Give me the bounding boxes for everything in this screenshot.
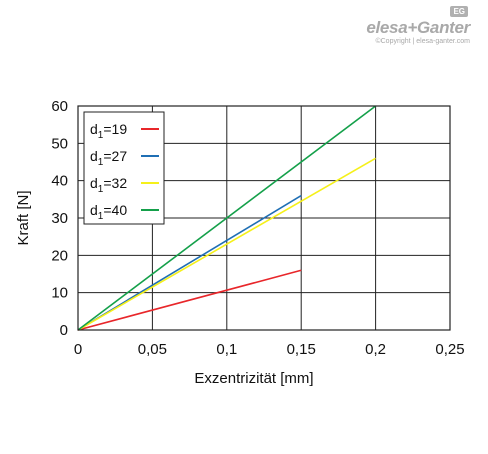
x-tick-label: 0,25 bbox=[435, 341, 464, 358]
x-tick-label: 0,2 bbox=[365, 341, 386, 358]
x-tick-label: 0,15 bbox=[287, 341, 316, 358]
series-line-d1-27 bbox=[77, 194, 302, 331]
y-tick-label: 0 bbox=[60, 322, 68, 339]
plot-border bbox=[77, 105, 451, 331]
y-tick-label: 30 bbox=[51, 210, 68, 227]
x-tick-label: 0 bbox=[74, 341, 82, 358]
tick-labels: 0 0,05 0,1 0,15 0,2 0,25 0 10 20 30 40 50 60 bbox=[51, 98, 464, 358]
brand-copyright: ©Copyright | elesa-ganter.com bbox=[375, 38, 470, 45]
y-tick-label: 50 bbox=[51, 135, 68, 152]
x-tick-label: 0,05 bbox=[138, 341, 167, 358]
y-tick-label: 40 bbox=[51, 173, 68, 190]
series-line-d1-32 bbox=[77, 157, 376, 331]
series-line-d1-19 bbox=[77, 269, 302, 331]
series-lines bbox=[77, 105, 377, 331]
y-tick-label: 10 bbox=[51, 285, 68, 302]
x-tick-label: 0,1 bbox=[216, 341, 237, 358]
plot-frame bbox=[77, 105, 451, 331]
series-line-d1-40 bbox=[77, 105, 377, 331]
x-axis-label: Exzentrizität [mm] bbox=[194, 370, 313, 387]
y-axis-label: Kraft [N] bbox=[15, 190, 32, 245]
y-tick-label: 20 bbox=[51, 247, 68, 264]
legend-box bbox=[83, 111, 165, 225]
brand-badge: EG bbox=[450, 6, 468, 17]
brand-name: elesa+Ganter bbox=[366, 18, 470, 37]
brand-logo: EG elesa+Ganter ©Copyright | elesa-gante… bbox=[290, 6, 470, 48]
legend-label: d1=32 bbox=[90, 175, 127, 195]
y-tick-label: 60 bbox=[51, 98, 68, 115]
